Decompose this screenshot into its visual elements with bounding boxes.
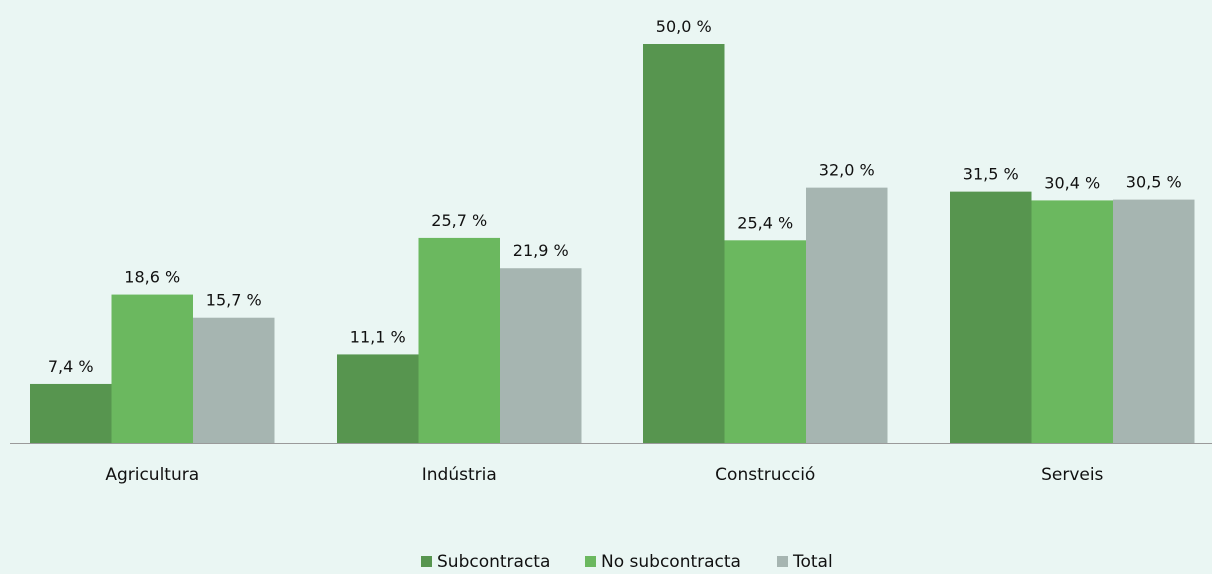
bar-ind-stria-no-subcontracta xyxy=(418,237,500,443)
bar-construcci--total xyxy=(806,187,888,443)
bar-construcci--subcontracta xyxy=(643,44,725,443)
category-label: Agricultura xyxy=(105,465,199,485)
category-label: Indústria xyxy=(422,465,497,485)
legend: Subcontracta No subcontracta Total xyxy=(421,552,833,572)
data-label: 18,6 % xyxy=(124,268,180,287)
category-labels-layer: Agricultura Indústria Construcció Serveis xyxy=(105,465,1103,485)
bar-ind-stria-total xyxy=(500,268,582,443)
legend-swatch xyxy=(421,556,432,567)
data-label: 15,7 % xyxy=(206,291,262,310)
data-label: 32,0 % xyxy=(819,161,875,180)
bar-agricultura-total xyxy=(193,317,275,443)
bars-layer xyxy=(30,44,1195,443)
bar-agricultura-subcontracta xyxy=(30,383,112,443)
bar-ind-stria-subcontracta xyxy=(337,354,419,443)
bar-serveis-total xyxy=(1113,199,1195,443)
data-label: 7,4 % xyxy=(48,357,94,376)
bar-serveis-subcontracta xyxy=(950,191,1032,443)
data-label: 30,4 % xyxy=(1044,173,1100,192)
legend-swatch xyxy=(585,556,596,567)
legend-label: Total xyxy=(792,552,833,572)
data-label: 30,5 % xyxy=(1126,173,1182,192)
category-label: Serveis xyxy=(1041,465,1103,485)
data-label: 11,1 % xyxy=(350,327,406,346)
legend-label: Subcontracta xyxy=(437,552,550,572)
bar-agricultura-no-subcontracta xyxy=(111,294,193,443)
legend-label: No subcontracta xyxy=(601,552,741,572)
legend-swatch xyxy=(777,556,788,567)
data-label: 21,9 % xyxy=(513,241,569,260)
bar-construcci--no-subcontracta xyxy=(724,240,806,443)
data-label: 25,7 % xyxy=(431,211,487,230)
data-label: 31,5 % xyxy=(963,165,1019,184)
category-label: Construcció xyxy=(715,465,815,485)
bar-serveis-no-subcontracta xyxy=(1031,200,1113,443)
value-labels-layer: 7,4 % 18,6 % 15,7 % 11,1 % 25,7 % 21,9 % 50,0 … xyxy=(48,17,1182,376)
data-label: 25,4 % xyxy=(737,213,793,232)
data-label: 50,0 % xyxy=(656,17,712,36)
